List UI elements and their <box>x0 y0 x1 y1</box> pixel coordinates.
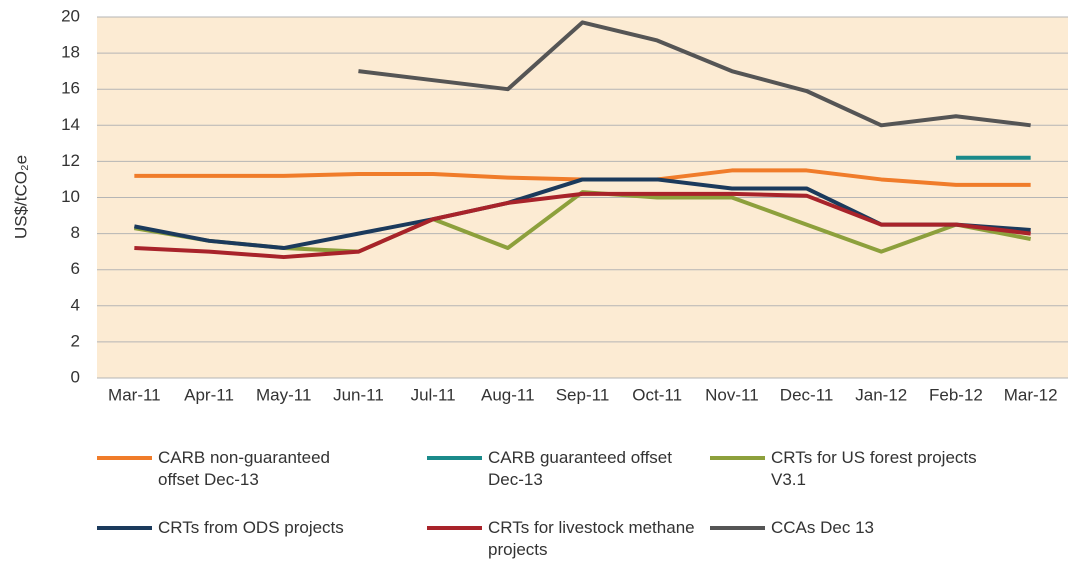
x-tick-label: Aug-11 <box>481 385 535 404</box>
legend-label: CRTs for US forest projects V3.1 <box>771 448 977 489</box>
legend-swatch <box>427 526 482 530</box>
legend-item: CRTs for US forest projects V3.1 <box>710 447 986 491</box>
x-tick-label: Mar-12 <box>1004 385 1058 404</box>
y-axis-label: US$/tCO₂e <box>11 155 30 239</box>
x-tick-label: Feb-12 <box>929 385 983 404</box>
x-tick-label: Jun-11 <box>333 385 384 404</box>
y-tick-label: 8 <box>71 223 80 242</box>
legend-swatch <box>710 526 765 530</box>
y-tick-label: 12 <box>61 151 80 170</box>
x-tick-label: May-11 <box>256 385 311 404</box>
y-tick-label: 20 <box>61 6 80 25</box>
y-tick-label: 4 <box>71 295 80 314</box>
legend-item: CRTs for livestock methane projects <box>427 517 703 561</box>
x-tick-label: Nov-11 <box>705 385 759 404</box>
legend-swatch <box>97 456 152 460</box>
y-tick-label: 6 <box>71 259 80 278</box>
y-tick-label: 0 <box>71 367 80 386</box>
y-tick-label: 18 <box>61 43 80 62</box>
x-tick-label: Mar-11 <box>108 385 161 404</box>
legend-item: CCAs Dec 13 <box>710 517 986 539</box>
x-tick-label: Jul-11 <box>411 385 456 404</box>
legend-swatch <box>427 456 482 460</box>
legend-label: CARB non-guaranteed offset Dec-13 <box>158 448 331 489</box>
y-tick-label: 10 <box>61 187 80 206</box>
x-tick-label: Oct-11 <box>632 385 682 404</box>
legend-label: CARB guaranteed offset Dec-13 <box>488 448 672 489</box>
legend-label: CRTs from ODS projects <box>158 518 344 537</box>
x-tick-label: Sep-11 <box>556 385 610 404</box>
y-tick-label: 2 <box>71 331 80 350</box>
legend-swatch <box>710 456 765 460</box>
chart: US$/tCO₂e 0 2 4 6 8 10 12 14 16 18 20 Mar-11 Apr-11 M… <box>11 6 1068 404</box>
y-tick-label: 16 <box>61 79 80 98</box>
x-tick-label: Dec-11 <box>780 385 834 404</box>
legend-label: CRTs for livestock methane projects <box>488 518 695 559</box>
legend-item: CRTs from ODS projects <box>97 517 373 539</box>
x-tick-label: Jan-12 <box>855 385 907 404</box>
series-line <box>358 20 1031 128</box>
legend-label: CCAs Dec 13 <box>771 518 874 537</box>
y-tick-label: 14 <box>61 115 80 134</box>
x-tick-label: Apr-11 <box>184 385 234 404</box>
legend-swatch <box>97 526 152 530</box>
legend-item: CARB non-guaranteed offset Dec-13 <box>97 447 373 491</box>
series-line <box>134 191 1031 260</box>
legend-item: CARB guaranteed offset Dec-13 <box>427 447 703 491</box>
